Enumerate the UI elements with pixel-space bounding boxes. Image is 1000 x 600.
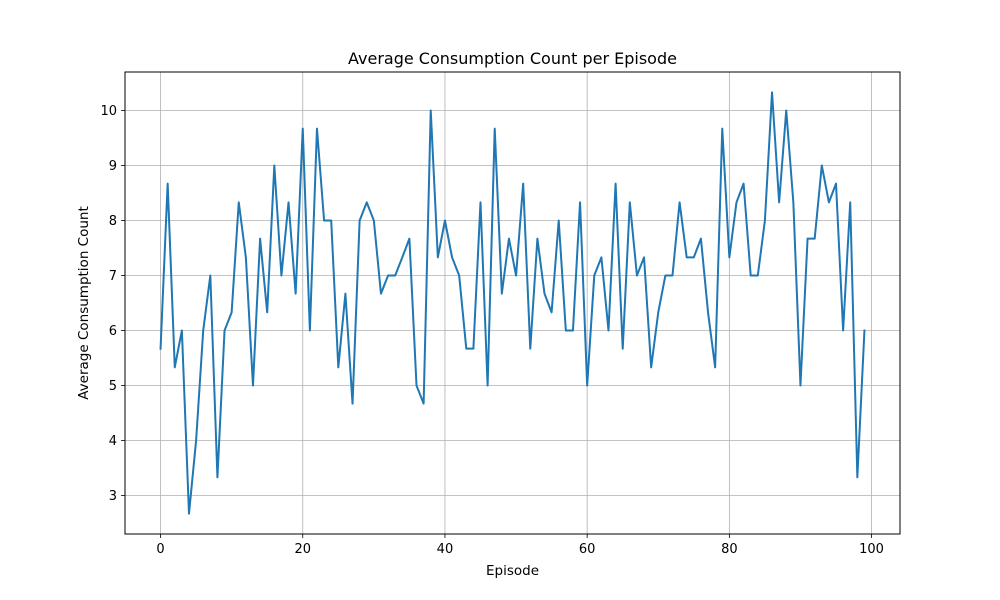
x-tick-label: 0 bbox=[156, 542, 164, 557]
y-tick-label: 5 bbox=[109, 379, 117, 394]
y-axis-label: Average Consumption Count bbox=[76, 206, 92, 400]
y-tick-label: 6 bbox=[109, 324, 117, 339]
x-tick-label: 60 bbox=[579, 542, 596, 557]
x-tick-label: 20 bbox=[294, 542, 311, 557]
series-layer bbox=[159, 91, 866, 515]
ticks: 0 20 40 60 80 100 3 4 5 6 7 8 9 10 bbox=[100, 104, 884, 557]
x-axis-label: Episode bbox=[486, 563, 539, 579]
x-tick-label: 40 bbox=[437, 542, 454, 557]
y-tick-label: 7 bbox=[109, 269, 117, 284]
x-tick-label: 100 bbox=[859, 542, 884, 557]
y-tick-label: 10 bbox=[100, 104, 117, 119]
y-tick-label: 3 bbox=[109, 489, 117, 504]
y-tick-label: 8 bbox=[109, 214, 117, 229]
chart-title: Average Consumption Count per Episode bbox=[348, 49, 677, 68]
series-line-0 bbox=[159, 91, 866, 515]
x-tick-label: 80 bbox=[721, 542, 738, 557]
y-tick-label: 9 bbox=[109, 159, 117, 174]
y-tick-label: 4 bbox=[109, 434, 117, 449]
plot-frame bbox=[124, 71, 901, 535]
